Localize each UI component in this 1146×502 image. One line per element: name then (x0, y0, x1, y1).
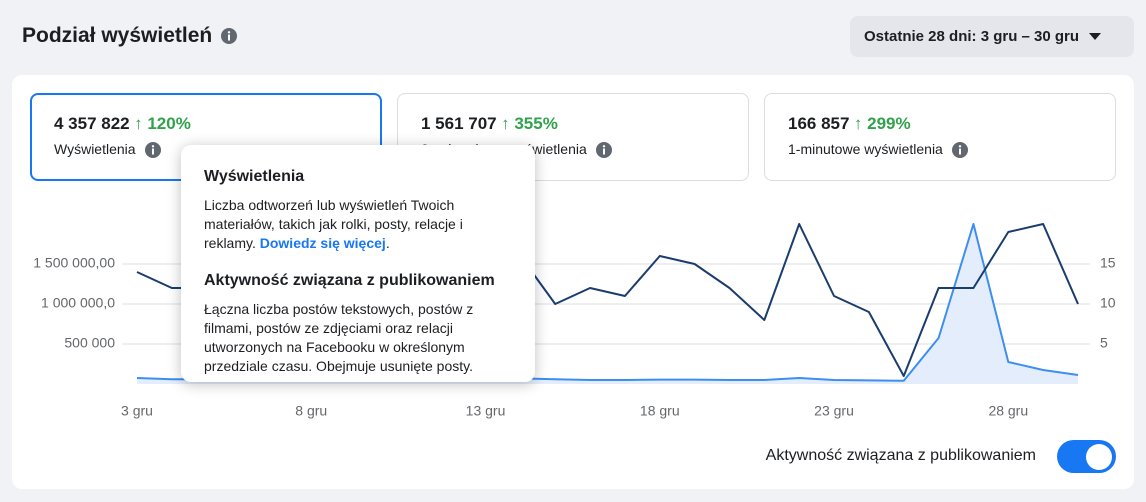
tooltip-text: Liczba odtworzeń lub wyświetleń Twoich m… (204, 196, 513, 253)
date-range-text: Ostatnie 28 dni: 3 gru – 30 gru (864, 28, 1080, 45)
x-tick-label: 23 gru (814, 403, 854, 419)
x-tick-label: 18 gru (640, 403, 680, 419)
info-icon[interactable] (951, 141, 969, 159)
x-tick-label: 3 gru (121, 403, 153, 419)
y-tick-label: 1 000 000,0 (41, 295, 115, 311)
metric-value: 4 357 822 (54, 114, 130, 133)
x-tick-label: 28 gru (988, 403, 1028, 419)
metric-value: 166 857 (788, 114, 850, 133)
y2-tick-label: 5 (1100, 335, 1108, 351)
learn-more-link[interactable]: Dowiedz się więcej (259, 235, 386, 251)
metric-card[interactable]: 166 857 ↑ 299% 1-minutowe wyświetlenia (764, 93, 1116, 181)
toggle-knob (1086, 444, 1112, 470)
y-tick-label: 500 000 (64, 335, 115, 351)
y2-tick-label: 10 (1100, 295, 1116, 311)
metric-change: 299% (867, 114, 911, 133)
metric-change: 120% (147, 114, 191, 133)
page-title: Podział wyświetleń (22, 24, 238, 48)
info-icon[interactable] (144, 141, 162, 159)
dropdown-caret (1089, 33, 1102, 40)
metric-value: 1 561 707 (421, 114, 497, 133)
legend-label: Aktywność związana z publikowaniem (765, 447, 1036, 464)
tooltip-section-text: Łączna liczba postów tekstowych, postów … (204, 301, 474, 374)
y-tick-label: 1 500 000,00 (33, 255, 115, 271)
tooltip-body: Liczba odtworzeń lub wyświetleń Twoich m… (204, 197, 463, 251)
y2-tick-label: 15 (1100, 255, 1116, 271)
metric-change: 355% (514, 114, 558, 133)
metric-label: 1-minutowe wyświetlenia (788, 141, 943, 157)
info-icon[interactable] (220, 27, 238, 45)
title-text: Podział wyświetleń (22, 24, 213, 47)
tooltip-title: Wyświetlenia (204, 168, 305, 185)
metric-label: Wyświetlenia (54, 141, 136, 157)
date-range-dropdown[interactable]: Ostatnie 28 dni: 3 gru – 30 gru (850, 16, 1134, 57)
tooltip-period: . (385, 235, 390, 251)
tooltip: Wyświetlenia Liczba odtworzeń lub wyświe… (181, 145, 535, 382)
info-icon[interactable] (595, 141, 613, 159)
x-tick-label: 8 gru (295, 403, 327, 419)
x-tick-label: 13 gru (466, 403, 506, 419)
area (137, 224, 1078, 384)
tooltip-section-title: Aktywność związana z publikowaniem (204, 272, 495, 289)
